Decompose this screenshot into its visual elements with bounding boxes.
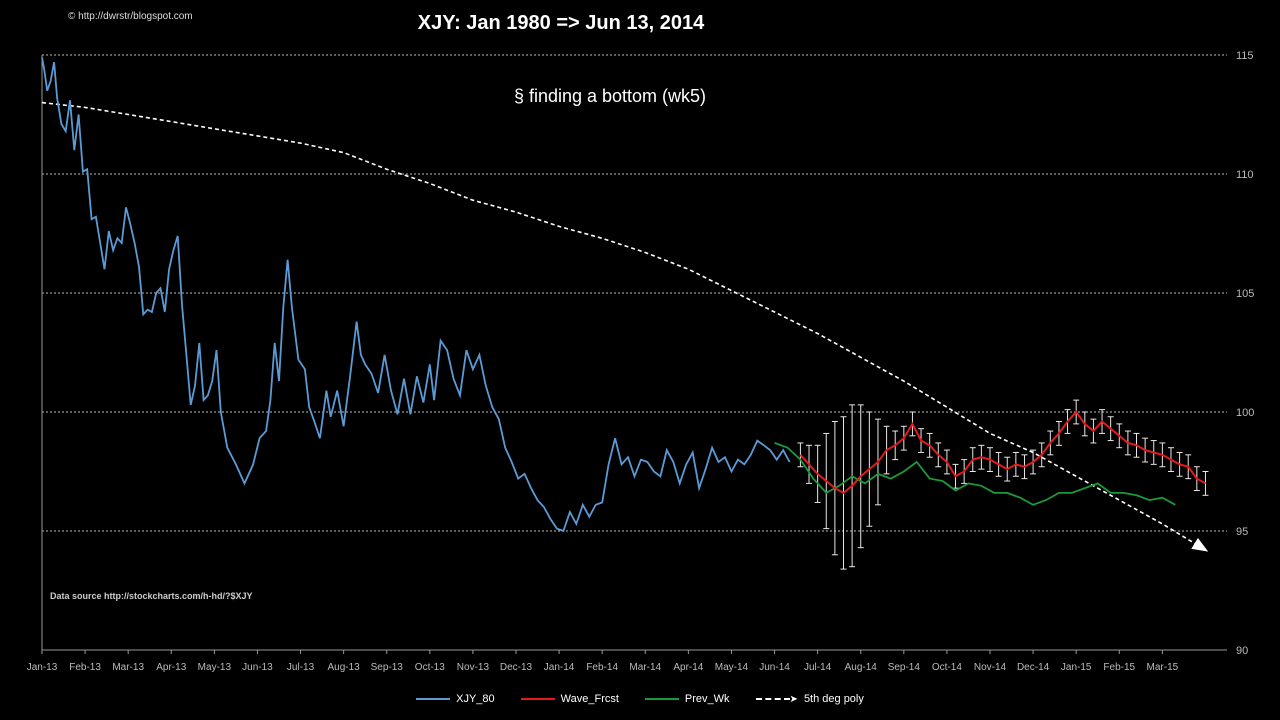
x-tick-label: Feb-15: [1103, 662, 1135, 673]
x-tick-label: Mar-15: [1147, 662, 1179, 673]
x-tick-label: Sep-13: [371, 662, 404, 673]
x-tick-label: Aug-14: [845, 662, 878, 673]
legend-swatch-prev-wk: [644, 698, 679, 700]
x-tick-label: Jul-13: [287, 662, 315, 673]
x-tick-label: Apr-14: [673, 662, 703, 673]
x-tick-label: May-14: [715, 662, 749, 673]
x-tick-label: Jan-14: [544, 662, 575, 673]
legend-swatch-poly: [755, 698, 790, 700]
legend-label-prev-wk: Prev_Wk: [684, 693, 730, 705]
legend-label-poly: 5th deg poly: [803, 693, 864, 705]
legend-label-xjy: XJY_80: [456, 693, 495, 705]
y-tick-label: 115: [1236, 50, 1254, 62]
series-layer: [41, 57, 1209, 570]
x-tick-label: Jan-15: [1061, 662, 1092, 673]
x-tick-label: Mar-13: [112, 662, 144, 673]
legend-swatch-wave-frcst: [520, 698, 555, 700]
x-tick-label: Sep-14: [888, 662, 921, 673]
legend-item-prev-wk: Prev_Wk: [644, 693, 730, 705]
wave-frcst-error-bars: [797, 399, 1209, 570]
y-tick-label: 105: [1236, 288, 1254, 300]
chart-title: XJY: Jan 1980 => Jun 13, 2014: [417, 12, 705, 34]
x-tick-label: Jun-13: [242, 662, 273, 673]
legend-item-poly: ➤ 5th deg poly: [755, 693, 864, 705]
x-tick-label: Oct-13: [415, 662, 445, 673]
x-tick-label: Feb-13: [69, 662, 101, 673]
y-tick-label: 90: [1236, 645, 1248, 657]
series-poly-line: [41, 101, 1209, 552]
x-tick-label: Nov-13: [457, 662, 490, 673]
x-tick-label: Feb-14: [586, 662, 618, 673]
series-prev-wk-line: [774, 442, 1176, 506]
gridlines: [42, 54, 1227, 532]
legend-label-wave-frcst: Wave_Frcst: [560, 693, 619, 705]
legend-item-xjy: XJY_80: [416, 693, 495, 705]
x-tick-label: Aug-13: [328, 662, 361, 673]
legend-swatch-xjy: [416, 698, 451, 700]
x-tick-label: Mar-14: [629, 662, 661, 673]
x-tick-label: Dec-13: [500, 662, 533, 673]
copyright-note: © http://dwrstr/blogspot.com: [68, 11, 193, 22]
x-tick-label: Dec-14: [1017, 662, 1050, 673]
legend-item-wave-frcst: Wave_Frcst: [520, 693, 619, 705]
y-tick-label: 110: [1236, 169, 1254, 181]
y-tick-label: 100: [1236, 407, 1254, 419]
arrow-right-icon: ➤: [789, 693, 798, 705]
chart-subtitle: § finding a bottom (wk5): [513, 86, 707, 106]
legend: XJY_80 Wave_Frcst Prev_Wk ➤ 5th deg poly: [0, 693, 1280, 705]
x-tick-label: Jun-14: [759, 662, 790, 673]
x-tick-label: Jan-13: [27, 662, 58, 673]
y-tick-label: 95: [1236, 526, 1248, 538]
x-tick-label: Apr-13: [156, 662, 186, 673]
x-tick-label: Jul-14: [804, 662, 832, 673]
series-xjy-line: [41, 57, 791, 533]
x-tick-label: Oct-14: [932, 662, 962, 673]
data-source-note: Data source http://stockcharts.com/h-hd/…: [50, 591, 253, 601]
x-tick-label: May-13: [198, 662, 232, 673]
series-wave-frcst-line: [799, 410, 1206, 495]
x-tick-label: Nov-14: [974, 662, 1007, 673]
axes: 90 95 100 105 110 115 Jan-13 Feb-13 Mar-13 Apr-13…: [27, 50, 1255, 673]
